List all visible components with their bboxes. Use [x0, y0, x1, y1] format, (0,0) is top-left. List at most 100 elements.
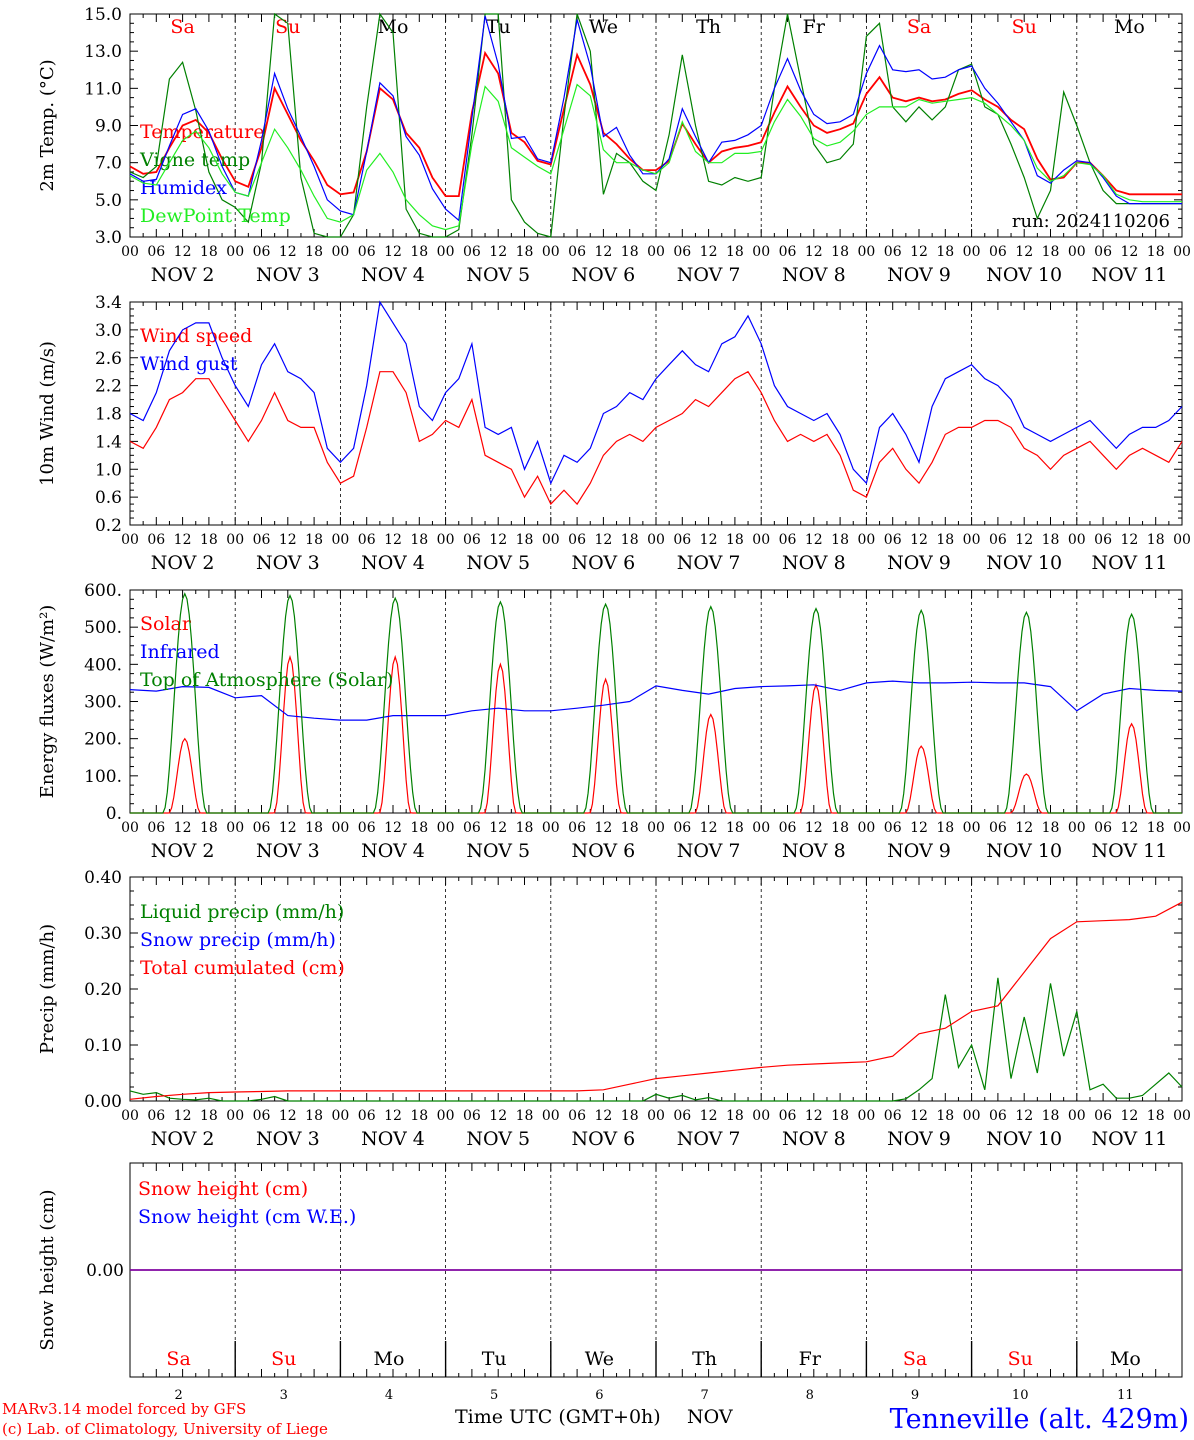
hour-label: 06 — [358, 820, 376, 836]
y-tick-label: 0.00 — [86, 1261, 124, 1281]
y-tick-label: 2.6 — [95, 349, 122, 369]
hour-label: 12 — [174, 820, 192, 836]
date-label: NOV 4 — [361, 264, 425, 286]
hour-label: 00 — [121, 820, 139, 836]
hour-label: 18 — [936, 532, 954, 548]
date-label: NOV 5 — [466, 552, 530, 574]
date-label: NOV 4 — [361, 1128, 425, 1150]
hour-label: 06 — [147, 532, 165, 548]
series-line — [129, 680, 1183, 721]
hour-label: 06 — [463, 532, 481, 548]
hour-label: 06 — [568, 820, 586, 836]
date-label: NOV 2 — [151, 552, 215, 574]
day-number-label: 4 — [385, 1388, 393, 1403]
hour-label: 00 — [857, 1108, 875, 1124]
hour-label: 18 — [621, 1108, 639, 1124]
date-label: NOV 7 — [677, 264, 741, 286]
date-label: NOV 5 — [466, 264, 530, 286]
hour-label: 18 — [831, 820, 849, 836]
hour-label: 12 — [174, 1108, 192, 1124]
month-label: NOV — [687, 1406, 733, 1428]
series-line — [129, 977, 1183, 1102]
hour-label: 12 — [1015, 244, 1033, 260]
y-tick-label: 0.30 — [84, 924, 122, 944]
hour-label: 18 — [410, 820, 428, 836]
date-label: NOV 9 — [887, 1128, 951, 1150]
date-label: NOV 9 — [887, 840, 951, 862]
date-label: NOV 8 — [782, 840, 846, 862]
day-number-label: 3 — [280, 1388, 288, 1403]
weekday-label: Sa — [170, 16, 194, 38]
hour-label: 12 — [1120, 244, 1138, 260]
hour-label: 18 — [200, 1108, 218, 1124]
hour-label: 18 — [621, 820, 639, 836]
y-tick-label: 0.40 — [84, 868, 122, 888]
y-tick-label: 1.4 — [95, 432, 122, 452]
weekday-label: Tu — [486, 16, 511, 38]
hour-label: 18 — [516, 244, 534, 260]
hour-label: 06 — [1094, 244, 1112, 260]
hour-label: 12 — [594, 820, 612, 836]
hour-label: 18 — [936, 244, 954, 260]
y-tick-label: 5.0 — [95, 191, 122, 211]
hour-label: 12 — [910, 820, 928, 836]
hour-label: 06 — [884, 532, 902, 548]
hour-label: 12 — [910, 244, 928, 260]
hour-label: 12 — [279, 244, 297, 260]
hour-label: 00 — [752, 532, 770, 548]
hour-label: 06 — [673, 532, 691, 548]
hour-label: 06 — [884, 244, 902, 260]
hour-label: 12 — [805, 820, 823, 836]
y-tick-label: 0. — [106, 804, 122, 824]
hour-label: 12 — [384, 244, 402, 260]
y-tick-label: 600. — [84, 581, 122, 601]
day-number-label: 7 — [700, 1388, 708, 1403]
hour-label: 06 — [779, 1108, 797, 1124]
date-label: NOV 11 — [1091, 840, 1167, 862]
hour-label: 00 — [331, 820, 349, 836]
date-label: NOV 4 — [361, 552, 425, 574]
hour-label: 00 — [331, 532, 349, 548]
hour-label: 00 — [331, 244, 349, 260]
hour-label: 18 — [936, 1108, 954, 1124]
hour-label: 18 — [1147, 244, 1165, 260]
hour-label: 06 — [1094, 820, 1112, 836]
hour-label: 06 — [253, 244, 271, 260]
y-tick-label: 3.4 — [95, 293, 122, 313]
hour-label: 18 — [831, 1108, 849, 1124]
weekday-label: Fr — [803, 16, 826, 38]
hour-label: 12 — [279, 1108, 297, 1124]
hour-label: 00 — [752, 820, 770, 836]
hour-label: 18 — [305, 820, 323, 836]
date-label: NOV 3 — [256, 840, 320, 862]
series-line — [129, 12, 1182, 238]
date-label: NOV 6 — [572, 1128, 636, 1150]
hour-label: 18 — [516, 820, 534, 836]
hour-label: 00 — [437, 244, 455, 260]
y-axis-title: Precip (mm/h) — [37, 924, 58, 1054]
panel-1: 3.0 5.0 7.0 9.0 11.0 13.0 15.0 2m Temp. (°C) 00 0… — [37, 5, 1191, 286]
y-tick-label: 0.10 — [84, 1036, 122, 1056]
hour-label: 12 — [594, 244, 612, 260]
hour-label: 00 — [963, 820, 981, 836]
date-label: NOV 3 — [256, 552, 320, 574]
y-tick-label: 0.20 — [84, 980, 122, 1000]
hour-label: 00 — [226, 820, 244, 836]
legend-label: Liquid precip (mm/h) — [140, 901, 344, 923]
hour-label: 06 — [989, 244, 1007, 260]
hour-label: 00 — [1068, 1108, 1086, 1124]
date-label: NOV 11 — [1091, 552, 1167, 574]
date-label: NOV 11 — [1091, 1128, 1167, 1150]
hour-label: 00 — [1173, 820, 1191, 836]
hour-label: 18 — [1147, 1108, 1165, 1124]
y-tick-label: 400. — [84, 655, 122, 675]
date-label: NOV 8 — [782, 552, 846, 574]
hour-label: 00 — [1068, 244, 1086, 260]
hour-label: 00 — [121, 244, 139, 260]
plot-frame — [129, 589, 1183, 814]
y-tick-label: 200. — [84, 730, 122, 750]
hour-label: 18 — [305, 532, 323, 548]
hour-label: 00 — [437, 1108, 455, 1124]
hour-label: 12 — [174, 532, 192, 548]
